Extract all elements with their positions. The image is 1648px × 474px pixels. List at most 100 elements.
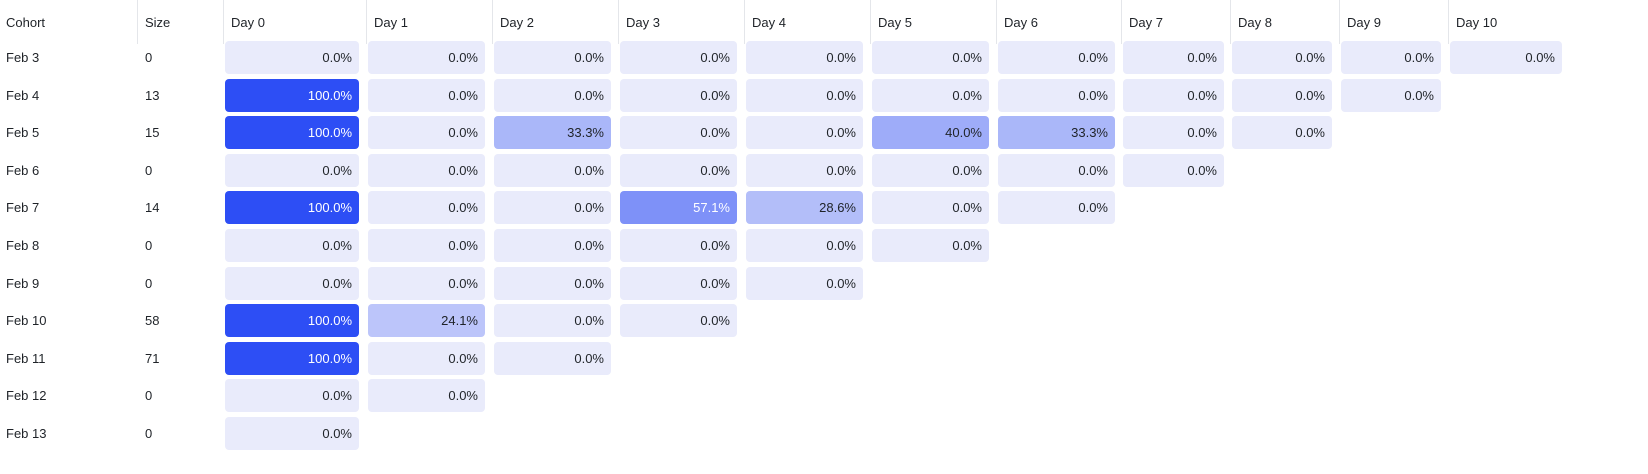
retention-cell[interactable]: 0.0% — [368, 341, 485, 375]
retention-cell[interactable]: 0.0% — [1123, 116, 1224, 150]
retention-cell[interactable]: 0.0% — [494, 78, 611, 112]
retention-cell[interactable]: 0.0% — [1123, 78, 1224, 112]
retention-cell[interactable]: 0.0% — [746, 41, 863, 74]
retention-cell[interactable]: 100.0% — [225, 191, 359, 225]
column-header-day-9[interactable]: Day 9 — [1339, 0, 1443, 44]
column-header-day-2[interactable]: Day 2 — [492, 0, 613, 44]
column-header-day-1[interactable]: Day 1 — [366, 0, 487, 44]
retention-cell[interactable]: 0.0% — [746, 266, 863, 300]
retention-cell[interactable]: 0.0% — [494, 153, 611, 187]
retention-cell[interactable]: 0.0% — [1232, 116, 1332, 150]
retention-cell[interactable]: 33.3% — [494, 116, 611, 150]
retention-cell[interactable]: 0.0% — [620, 116, 737, 150]
cohort-label: Feb 6 — [6, 162, 40, 178]
retention-cell[interactable]: 0.0% — [620, 229, 737, 262]
cohort-label: Feb 11 — [6, 350, 46, 366]
retention-cell[interactable]: 0.0% — [620, 78, 737, 112]
retention-cell[interactable]: 0.0% — [225, 229, 359, 262]
cohort-size: 0 — [145, 388, 153, 404]
retention-cell[interactable]: 0.0% — [494, 341, 611, 375]
retention-cell[interactable]: 24.1% — [368, 304, 485, 338]
retention-cell[interactable]: 0.0% — [494, 266, 611, 300]
column-header-day-7[interactable]: Day 7 — [1121, 0, 1226, 44]
column-header-cohort[interactable]: Cohort — [6, 14, 46, 30]
cohort-label: Feb 7 — [6, 200, 40, 216]
column-header-day-3[interactable]: Day 3 — [618, 0, 739, 44]
retention-cell[interactable]: 0.0% — [872, 229, 989, 262]
column-header-day-10[interactable]: Day 10 — [1448, 0, 1564, 44]
column-header-size[interactable]: Size — [137, 0, 223, 44]
column-header-day-8[interactable]: Day 8 — [1230, 0, 1334, 44]
retention-cell[interactable]: 100.0% — [225, 116, 359, 150]
cohort-label: Feb 12 — [6, 388, 47, 404]
cohort-size: 58 — [145, 313, 160, 329]
column-header-day-4[interactable]: Day 4 — [744, 0, 865, 44]
retention-cell[interactable]: 0.0% — [620, 266, 737, 300]
retention-cell[interactable]: 0.0% — [1341, 78, 1441, 112]
retention-cell[interactable]: 0.0% — [1232, 78, 1332, 112]
retention-cell[interactable]: 0.0% — [998, 191, 1115, 225]
retention-cell[interactable]: 0.0% — [225, 379, 359, 413]
retention-cell[interactable]: 0.0% — [1123, 41, 1224, 74]
cohort-size: 0 — [145, 238, 153, 253]
column-header-day-0[interactable]: Day 0 — [223, 0, 361, 44]
cohort-label: Feb 9 — [6, 275, 40, 291]
cohort-size: 13 — [145, 87, 160, 103]
retention-cell[interactable]: 0.0% — [494, 229, 611, 262]
cohort-size: 15 — [145, 125, 160, 141]
retention-cell[interactable]: 100.0% — [225, 304, 359, 338]
retention-cell[interactable]: 0.0% — [746, 116, 863, 150]
cohort-label: Feb 10 — [6, 313, 47, 329]
retention-cell[interactable]: 0.0% — [368, 229, 485, 262]
retention-cell[interactable]: 0.0% — [225, 153, 359, 187]
retention-cell[interactable]: 0.0% — [368, 153, 485, 187]
column-header-day-5[interactable]: Day 5 — [870, 0, 991, 44]
retention-cell[interactable]: 0.0% — [368, 116, 485, 150]
cohort-label: Feb 4 — [6, 87, 40, 103]
retention-cell[interactable]: 0.0% — [368, 191, 485, 225]
retention-cell[interactable]: 0.0% — [998, 78, 1115, 112]
retention-cell[interactable]: 0.0% — [872, 41, 989, 74]
retention-cell[interactable]: 40.0% — [872, 116, 989, 150]
retention-cell[interactable]: 0.0% — [1232, 41, 1332, 74]
retention-cell[interactable]: 0.0% — [494, 41, 611, 74]
retention-cell[interactable]: 0.0% — [872, 191, 989, 225]
cohort-size: 0 — [145, 426, 153, 441]
retention-cell[interactable]: 33.3% — [998, 116, 1115, 150]
retention-cell[interactable]: 0.0% — [1123, 153, 1224, 187]
cohort-size: 14 — [145, 200, 160, 216]
cohort-label: Feb 13 — [6, 426, 47, 441]
retention-cell[interactable]: 0.0% — [1450, 41, 1562, 74]
retention-cell[interactable]: 0.0% — [225, 41, 359, 74]
retention-cell[interactable]: 0.0% — [368, 266, 485, 300]
retention-cell[interactable]: 0.0% — [620, 304, 737, 338]
column-header-day-6[interactable]: Day 6 — [996, 0, 1117, 44]
retention-cell[interactable]: 0.0% — [998, 153, 1115, 187]
retention-cell[interactable]: 0.0% — [494, 304, 611, 338]
cohort-size: 71 — [145, 350, 160, 366]
retention-cell[interactable]: 0.0% — [225, 266, 359, 300]
cohort-size: 0 — [145, 162, 153, 178]
retention-cell[interactable]: 0.0% — [872, 153, 989, 187]
cohort-label: Feb 3 — [6, 50, 40, 65]
retention-cell[interactable]: 28.6% — [746, 191, 863, 225]
retention-cell[interactable]: 0.0% — [225, 417, 359, 450]
cohort-label: Feb 5 — [6, 125, 40, 141]
retention-cell[interactable]: 0.0% — [746, 153, 863, 187]
retention-cell[interactable]: 0.0% — [368, 379, 485, 413]
retention-cell[interactable]: 100.0% — [225, 78, 359, 112]
retention-cell[interactable]: 0.0% — [494, 191, 611, 225]
retention-cell[interactable]: 0.0% — [746, 78, 863, 112]
retention-cell[interactable]: 0.0% — [368, 78, 485, 112]
retention-cell[interactable]: 0.0% — [620, 153, 737, 187]
retention-cell[interactable]: 0.0% — [746, 229, 863, 262]
retention-cell[interactable]: 0.0% — [1341, 41, 1441, 74]
retention-cell[interactable]: 0.0% — [998, 41, 1115, 74]
retention-cell[interactable]: 57.1% — [620, 191, 737, 225]
retention-cell[interactable]: 0.0% — [872, 78, 989, 112]
retention-cell[interactable]: 100.0% — [225, 341, 359, 375]
retention-cell[interactable]: 0.0% — [620, 41, 737, 74]
cohort-size: 0 — [145, 275, 153, 291]
retention-cell[interactable]: 0.0% — [368, 41, 485, 74]
